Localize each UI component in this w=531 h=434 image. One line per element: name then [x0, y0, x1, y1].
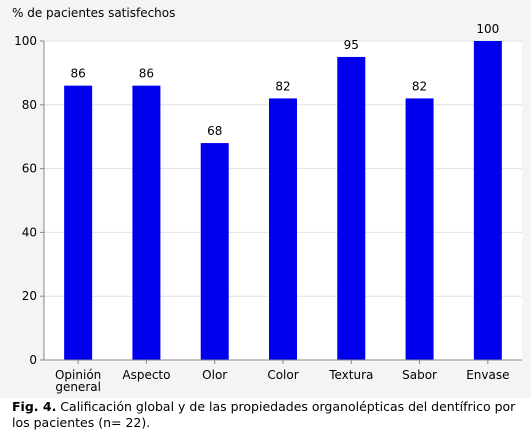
figure-caption: Fig. 4. Calificación global y de las pro… [12, 399, 522, 431]
data-label-6: 100 [476, 22, 499, 36]
x-tick-labels: Opinión general Aspecto Olor Color Textura Sab… [55, 368, 510, 394]
x-tick-label-2: Olor [202, 368, 227, 382]
bars [64, 41, 502, 361]
x-tick-label-1-line-0: Aspecto [122, 368, 170, 382]
bar-1 [132, 85, 161, 360]
y-tick-label-80: 80 [22, 98, 37, 112]
x-tick-label-5-line-0: Sabor [402, 368, 437, 382]
bar-4 [337, 56, 366, 360]
bar-0 [64, 85, 93, 360]
x-tick-label-3-line-0: Color [267, 368, 298, 382]
y-tick-label-100: 100 [14, 34, 37, 48]
data-label-0: 86 [71, 67, 86, 81]
y-tick-label-20: 20 [22, 289, 37, 303]
data-label-1: 86 [139, 67, 154, 81]
x-tick-label-5: Sabor [402, 368, 437, 382]
bar-3 [269, 98, 297, 361]
bar-chart: % de pacientes satisfechos 0 20 40 60 80 100 … [0, 0, 531, 398]
figure-number: Fig. 4. [12, 399, 57, 414]
x-tick-label-2-line-0: Olor [202, 368, 227, 382]
y-tick-label-40: 40 [22, 225, 37, 239]
bar-2 [200, 143, 229, 360]
x-tick-label-0: Opinión general [55, 368, 101, 394]
x-tick-label-0-line-0: Opinión [55, 368, 101, 382]
axes [40, 40, 522, 364]
y-axis-label: % de pacientes satisfechos [12, 6, 175, 20]
data-label-3: 82 [275, 79, 290, 93]
x-tick-label-4: Textura [328, 368, 373, 382]
x-tick-label-1: Aspecto [122, 368, 170, 382]
x-tick-label-6: Envase [466, 368, 509, 382]
bar-chart-svg: % de pacientes satisfechos 020406080100 … [12, 6, 522, 394]
bar-6 [473, 41, 502, 360]
data-labels: 86 86 68 82 95 82 100 [71, 22, 500, 138]
x-tick-label-4-line-0: Textura [328, 368, 373, 382]
y-tick-label-60: 60 [22, 162, 37, 176]
y-tick-label-0: 0 [29, 353, 37, 367]
y-tick-labels: 0 20 40 60 80 100 [14, 34, 37, 367]
x-tick-label-3: Color [267, 368, 298, 382]
data-label-2: 68 [207, 124, 222, 138]
data-label-4: 95 [344, 38, 359, 52]
x-tick-label-6-line-0: Envase [466, 368, 509, 382]
caption-text: Calificación global y de las propiedades… [12, 399, 516, 430]
x-tick-label-0-line-1: general [55, 380, 101, 394]
bar-5 [405, 98, 434, 361]
data-label-5: 82 [412, 79, 427, 93]
